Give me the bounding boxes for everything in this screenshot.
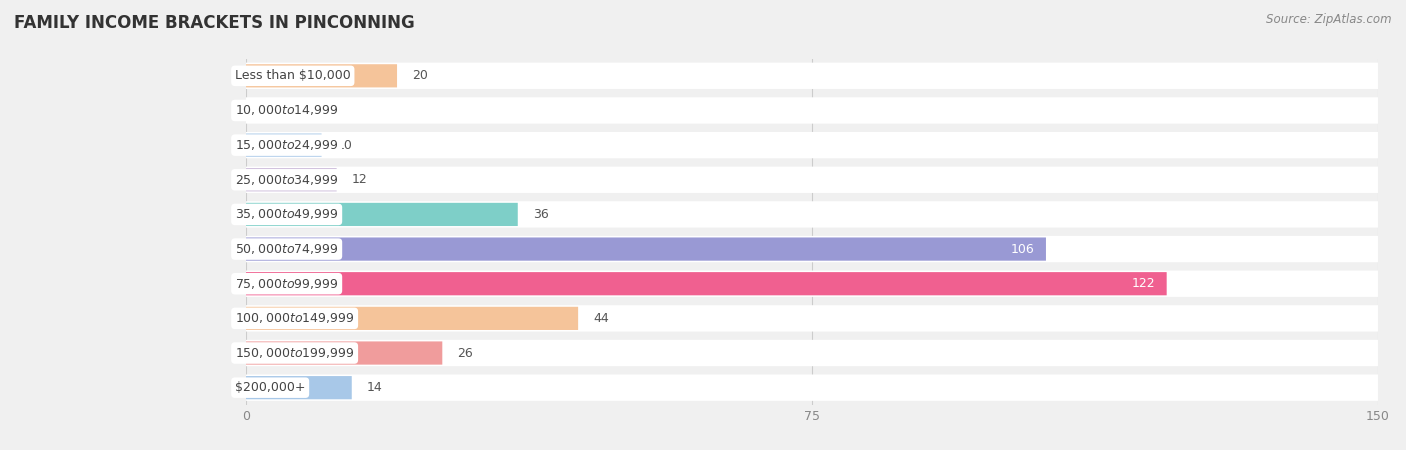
Text: $25,000 to $34,999: $25,000 to $34,999	[235, 173, 339, 187]
FancyBboxPatch shape	[246, 168, 336, 191]
FancyBboxPatch shape	[246, 134, 322, 157]
FancyBboxPatch shape	[246, 238, 1046, 261]
Text: $200,000+: $200,000+	[235, 381, 305, 394]
FancyBboxPatch shape	[246, 305, 1378, 332]
Text: $50,000 to $74,999: $50,000 to $74,999	[235, 242, 339, 256]
Text: $100,000 to $149,999: $100,000 to $149,999	[235, 311, 354, 325]
Text: Source: ZipAtlas.com: Source: ZipAtlas.com	[1267, 14, 1392, 27]
Text: 0: 0	[262, 104, 269, 117]
FancyBboxPatch shape	[246, 63, 1378, 89]
Text: 106: 106	[1011, 243, 1035, 256]
FancyBboxPatch shape	[246, 376, 352, 399]
Text: 12: 12	[352, 173, 367, 186]
Text: $150,000 to $199,999: $150,000 to $199,999	[235, 346, 354, 360]
FancyBboxPatch shape	[246, 97, 1378, 124]
FancyBboxPatch shape	[246, 270, 1378, 297]
Text: 20: 20	[412, 69, 427, 82]
Text: 10: 10	[336, 139, 353, 152]
FancyBboxPatch shape	[246, 64, 396, 87]
Text: 44: 44	[593, 312, 609, 325]
Text: 122: 122	[1132, 277, 1156, 290]
FancyBboxPatch shape	[246, 203, 517, 226]
Text: FAMILY INCOME BRACKETS IN PINCONNING: FAMILY INCOME BRACKETS IN PINCONNING	[14, 14, 415, 32]
Text: $75,000 to $99,999: $75,000 to $99,999	[235, 277, 339, 291]
FancyBboxPatch shape	[246, 374, 1378, 401]
Text: 26: 26	[457, 346, 472, 360]
FancyBboxPatch shape	[246, 236, 1378, 262]
FancyBboxPatch shape	[246, 342, 443, 365]
FancyBboxPatch shape	[246, 166, 1378, 193]
Text: $35,000 to $49,999: $35,000 to $49,999	[235, 207, 339, 221]
Text: $10,000 to $14,999: $10,000 to $14,999	[235, 104, 339, 117]
Text: 14: 14	[367, 381, 382, 394]
FancyBboxPatch shape	[246, 201, 1378, 228]
Text: $15,000 to $24,999: $15,000 to $24,999	[235, 138, 339, 152]
FancyBboxPatch shape	[246, 132, 1378, 158]
FancyBboxPatch shape	[246, 307, 578, 330]
FancyBboxPatch shape	[246, 340, 1378, 366]
FancyBboxPatch shape	[246, 272, 1167, 295]
Text: Less than $10,000: Less than $10,000	[235, 69, 350, 82]
Text: 36: 36	[533, 208, 548, 221]
